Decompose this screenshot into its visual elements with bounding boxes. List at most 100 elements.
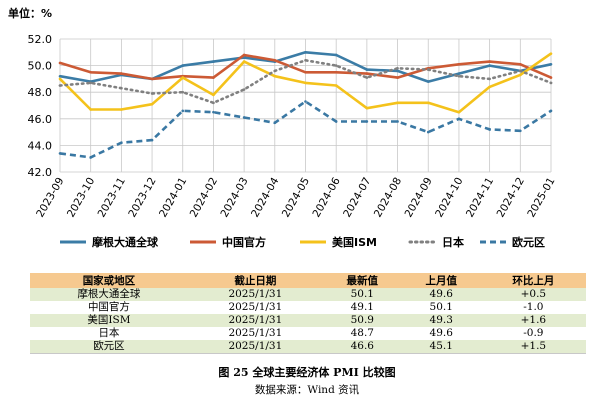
- data-point: [488, 77, 491, 81]
- chart-series: [58, 50, 553, 159]
- data-point: [150, 138, 154, 142]
- data-point: [457, 110, 461, 114]
- table-cell-latest: 46.6: [322, 340, 402, 354]
- data-point: [58, 61, 62, 65]
- data-point: [212, 60, 215, 63]
- data-point: [150, 92, 154, 95]
- x-tick-label: 2024-10: [433, 176, 465, 220]
- legend-label: 中国官方: [222, 235, 266, 249]
- data-point: [365, 106, 369, 110]
- table-row: 欧元区 2025/1/31 46.6 45.1 +1.5: [30, 340, 586, 354]
- table-cell-previous: 50.1: [401, 301, 481, 314]
- data-point: [181, 76, 185, 79]
- data-point: [396, 101, 399, 105]
- data-point: [426, 80, 430, 83]
- x-tick-label: 2024-03: [218, 176, 250, 220]
- data-point: [549, 81, 553, 85]
- table-cell-previous: 49.6: [401, 327, 481, 340]
- data-point: [273, 121, 277, 125]
- y-tick-label: 50.0: [28, 60, 53, 73]
- data-point: [334, 64, 338, 67]
- x-tick-label: 2024-04: [249, 175, 281, 219]
- data-point: [212, 93, 215, 97]
- table-cell-previous: 49.6: [401, 288, 481, 301]
- table-header-cell: 上月值: [401, 273, 481, 288]
- legend-label: 美国ISM: [332, 235, 377, 249]
- data-point: [519, 69, 522, 73]
- table-cell-region: 摩根大通全球: [30, 288, 188, 301]
- data-point: [304, 58, 307, 62]
- data-point: [488, 85, 491, 89]
- data-point: [242, 60, 246, 63]
- x-tick-label: 2023-10: [65, 176, 97, 220]
- table-cell-region: 中国官方: [30, 301, 188, 314]
- data-point: [212, 110, 215, 114]
- table-cell-date: 2025/1/31: [187, 301, 323, 314]
- y-tick-label: 48.0: [28, 86, 53, 99]
- x-tick-label: 2025-01: [525, 176, 557, 220]
- x-tick-label: 2023-11: [96, 176, 128, 220]
- table-cell-latest: 50.1: [322, 288, 402, 301]
- x-tick-label: 2024-09: [403, 176, 435, 220]
- data-point: [334, 84, 338, 87]
- data-point: [58, 74, 62, 78]
- data-point: [365, 72, 369, 75]
- data-point: [242, 53, 246, 57]
- data-point: [89, 108, 92, 111]
- y-tick-label: 44.0: [28, 139, 53, 152]
- data-point: [304, 100, 307, 103]
- y-tick-label: 52.0: [28, 33, 53, 46]
- data-point: [212, 101, 215, 105]
- y-tick-label: 42.0: [28, 166, 53, 179]
- table-header-cell: 最新值: [322, 273, 402, 288]
- table-cell-date: 2025/1/31: [187, 314, 323, 327]
- table-cell-latest: 49.1: [322, 301, 402, 314]
- table-cell-latest: 50.9: [322, 314, 402, 327]
- data-point: [120, 86, 123, 90]
- data-point: [150, 77, 154, 81]
- table-cell-previous: 45.1: [401, 340, 481, 354]
- table-cell-date: 2025/1/31: [187, 340, 323, 354]
- data-point: [304, 51, 307, 54]
- table-cell-date: 2025/1/31: [187, 327, 323, 340]
- data-point: [519, 129, 522, 133]
- data-point: [334, 70, 338, 74]
- table-cell-region: 日本: [30, 327, 188, 340]
- data-point: [396, 69, 399, 73]
- figure-caption: 图 25 全球主要经济体 PMI 比较图: [218, 366, 396, 379]
- table-row: 摩根大通全球 2025/1/31 50.1 49.6 +0.5: [30, 288, 586, 301]
- x-tick-label: 2024-07: [341, 176, 373, 220]
- data-point: [365, 120, 369, 123]
- pmi-data-table: 国家或地区 截止日期 最新值 上月值 环比上月 摩根大通全球 2025/1/31…: [30, 273, 586, 354]
- table-row: 中国官方 2025/1/31 49.1 50.1 -1.0: [30, 301, 586, 314]
- data-point: [89, 81, 92, 85]
- data-point: [181, 109, 185, 113]
- data-point: [58, 77, 62, 81]
- table-header-cell: 环比上月: [480, 273, 586, 288]
- data-point: [457, 117, 461, 121]
- data-point: [89, 156, 92, 159]
- data-point: [365, 76, 369, 79]
- data-point: [273, 58, 277, 62]
- data-point: [396, 76, 399, 79]
- data-point: [488, 64, 491, 67]
- data-point: [58, 84, 62, 87]
- data-point: [426, 101, 430, 105]
- table-row: 美国ISM 2025/1/31 50.9 49.3 +1.6: [30, 314, 586, 327]
- data-point: [150, 102, 154, 106]
- data-point: [549, 62, 553, 66]
- data-point: [519, 62, 522, 66]
- data-point: [212, 76, 215, 79]
- x-axis-ticks: 2023-092023-102023-112023-122024-012024-…: [34, 175, 557, 219]
- table-header-row: 国家或地区 截止日期 最新值 上月值 环比上月: [30, 273, 586, 288]
- data-point: [426, 130, 430, 134]
- legend-label: 日本: [442, 235, 464, 249]
- table-cell-change: +0.5: [480, 288, 586, 301]
- data-point: [273, 74, 277, 78]
- table-header-cell: 截止日期: [187, 273, 323, 288]
- table-cell-change: -1.0: [480, 301, 586, 314]
- data-point: [549, 76, 553, 79]
- data-point: [488, 128, 491, 131]
- data-point: [181, 90, 185, 94]
- data-point: [120, 141, 123, 145]
